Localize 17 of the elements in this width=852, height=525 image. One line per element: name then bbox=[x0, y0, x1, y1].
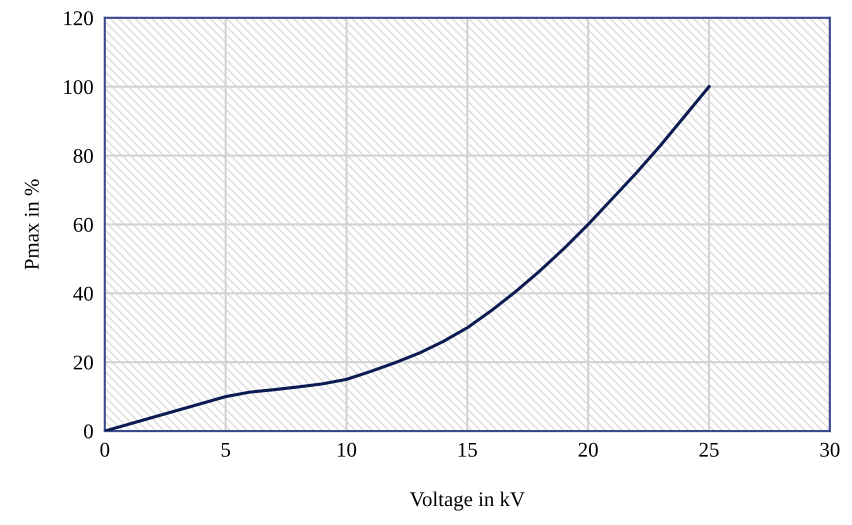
y-tick-label: 120 bbox=[64, 11, 93, 26]
y-tick-label: 80 bbox=[74, 148, 93, 164]
x-axis-title: Voltage in kV bbox=[410, 492, 525, 511]
y-axis-title: Pmax in % bbox=[24, 179, 39, 270]
y-tick-label: 0 bbox=[84, 424, 93, 438]
x-tick-label: 0 bbox=[100, 442, 110, 457]
y-tick-label: 100 bbox=[64, 80, 93, 94]
x-tick-label: 30 bbox=[820, 442, 840, 457]
x-tick-label: 5 bbox=[222, 442, 230, 457]
y-tick-label: 60 bbox=[74, 218, 93, 232]
x-tick-label: 20 bbox=[578, 442, 598, 457]
x-tick-label: 25 bbox=[700, 442, 719, 457]
x-tick-label: 15 bbox=[458, 442, 477, 457]
y-tick-label: 20 bbox=[74, 356, 93, 370]
y-tick-label: 40 bbox=[73, 286, 93, 301]
line-series bbox=[104, 85, 711, 432]
x-tick-label: 10 bbox=[338, 442, 356, 457]
